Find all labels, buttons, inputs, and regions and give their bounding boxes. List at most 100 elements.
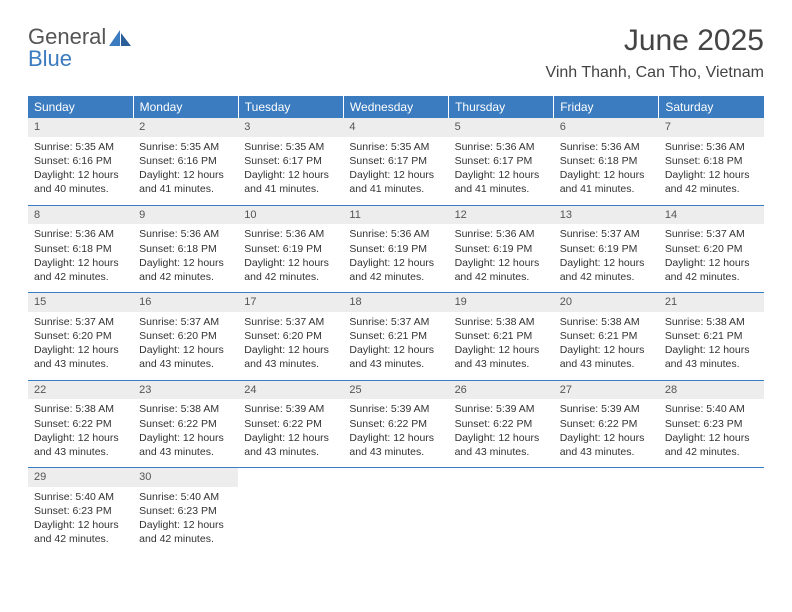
daylight-text: Daylight: 12 hours and 43 minutes. xyxy=(139,431,232,459)
day-number: 11 xyxy=(343,206,448,225)
day-content: Sunrise: 5:36 AMSunset: 6:19 PMDaylight:… xyxy=(343,224,448,292)
day-content: Sunrise: 5:38 AMSunset: 6:22 PMDaylight:… xyxy=(133,399,238,467)
calendar-row: 1Sunrise: 5:35 AMSunset: 6:16 PMDaylight… xyxy=(28,118,764,205)
day-content: Sunrise: 5:36 AMSunset: 6:18 PMDaylight:… xyxy=(133,224,238,292)
sunrise-text: Sunrise: 5:40 AM xyxy=(139,490,232,504)
daylight-text: Daylight: 12 hours and 43 minutes. xyxy=(34,431,127,459)
calendar-cell: 18Sunrise: 5:37 AMSunset: 6:21 PMDayligh… xyxy=(343,293,448,381)
daylight-text: Daylight: 12 hours and 41 minutes. xyxy=(244,168,337,196)
calendar-cell: 8 Sunrise: 5:36 AMSunset: 6:18 PMDaylight… xyxy=(28,205,133,293)
calendar-cell-empty: . xyxy=(659,468,764,555)
day-number: 3 xyxy=(238,118,343,137)
calendar-cell: 13Sunrise: 5:37 AMSunset: 6:19 PMDayligh… xyxy=(554,205,659,293)
sunset-text: Sunset: 6:20 PM xyxy=(139,329,232,343)
sunset-text: Sunset: 6:18 PM xyxy=(139,242,232,256)
day-content: Sunrise: 5:36 AMSunset: 6:18 PMDaylight:… xyxy=(659,137,764,205)
daylight-text: Daylight: 12 hours and 42 minutes. xyxy=(455,256,548,284)
daylight-text: Daylight: 12 hours and 43 minutes. xyxy=(560,343,653,371)
day-number: 25 xyxy=(343,381,448,400)
sunrise-text: Sunrise: 5:40 AM xyxy=(665,402,758,416)
daylight-text: Daylight: 12 hours and 42 minutes. xyxy=(34,256,127,284)
calendar-header-row: Sunday Monday Tuesday Wednesday Thursday… xyxy=(28,96,764,118)
sunrise-text: Sunrise: 5:36 AM xyxy=(455,140,548,154)
location-text: Vinh Thanh, Can Tho, Vietnam xyxy=(545,64,764,82)
day-number: 9 xyxy=(133,206,238,225)
day-content: Sunrise: 5:35 AMSunset: 6:17 PMDaylight:… xyxy=(238,137,343,205)
calendar-cell: 12Sunrise: 5:36 AMSunset: 6:19 PMDayligh… xyxy=(449,205,554,293)
sail-icon xyxy=(109,30,131,46)
daylight-text: Daylight: 12 hours and 41 minutes. xyxy=(139,168,232,196)
sunrise-text: Sunrise: 5:37 AM xyxy=(560,227,653,241)
sunrise-text: Sunrise: 5:38 AM xyxy=(34,402,127,416)
day-content: Sunrise: 5:36 AMSunset: 6:17 PMDaylight:… xyxy=(449,137,554,205)
daylight-text: Daylight: 12 hours and 40 minutes. xyxy=(34,168,127,196)
calendar-cell: 26Sunrise: 5:39 AMSunset: 6:22 PMDayligh… xyxy=(449,380,554,468)
daylight-text: Daylight: 12 hours and 43 minutes. xyxy=(560,431,653,459)
calendar-cell: 20Sunrise: 5:38 AMSunset: 6:21 PMDayligh… xyxy=(554,293,659,381)
sunset-text: Sunset: 6:17 PM xyxy=(349,154,442,168)
sunset-text: Sunset: 6:22 PM xyxy=(349,417,442,431)
sunset-text: Sunset: 6:18 PM xyxy=(34,242,127,256)
sunset-text: Sunset: 6:22 PM xyxy=(244,417,337,431)
day-content: Sunrise: 5:37 AMSunset: 6:20 PMDaylight:… xyxy=(133,312,238,380)
daylight-text: Daylight: 12 hours and 42 minutes. xyxy=(665,256,758,284)
sunrise-text: Sunrise: 5:38 AM xyxy=(139,402,232,416)
calendar-cell: 11Sunrise: 5:36 AMSunset: 6:19 PMDayligh… xyxy=(343,205,448,293)
day-content: Sunrise: 5:35 AMSunset: 6:16 PMDaylight:… xyxy=(133,137,238,205)
day-content: Sunrise: 5:39 AMSunset: 6:22 PMDaylight:… xyxy=(238,399,343,467)
sunrise-text: Sunrise: 5:38 AM xyxy=(455,315,548,329)
day-content: Sunrise: 5:37 AMSunset: 6:21 PMDaylight:… xyxy=(343,312,448,380)
sunset-text: Sunset: 6:23 PM xyxy=(665,417,758,431)
sunrise-text: Sunrise: 5:37 AM xyxy=(139,315,232,329)
sunrise-text: Sunrise: 5:38 AM xyxy=(665,315,758,329)
daylight-text: Daylight: 12 hours and 42 minutes. xyxy=(244,256,337,284)
day-content: Sunrise: 5:36 AMSunset: 6:19 PMDaylight:… xyxy=(238,224,343,292)
sunset-text: Sunset: 6:17 PM xyxy=(455,154,548,168)
calendar-row: 22Sunrise: 5:38 AMSunset: 6:22 PMDayligh… xyxy=(28,380,764,468)
sunset-text: Sunset: 6:18 PM xyxy=(560,154,653,168)
calendar-cell: 15Sunrise: 5:37 AMSunset: 6:20 PMDayligh… xyxy=(28,293,133,381)
day-content: Sunrise: 5:38 AMSunset: 6:21 PMDaylight:… xyxy=(554,312,659,380)
sunset-text: Sunset: 6:16 PM xyxy=(34,154,127,168)
calendar-row: 15Sunrise: 5:37 AMSunset: 6:20 PMDayligh… xyxy=(28,293,764,381)
day-content: Sunrise: 5:40 AMSunset: 6:23 PMDaylight:… xyxy=(133,487,238,555)
day-content: Sunrise: 5:36 AMSunset: 6:19 PMDaylight:… xyxy=(449,224,554,292)
calendar-cell: 9Sunrise: 5:36 AMSunset: 6:18 PMDaylight… xyxy=(133,205,238,293)
calendar-cell-empty: . xyxy=(554,468,659,555)
daylight-text: Daylight: 12 hours and 43 minutes. xyxy=(349,431,442,459)
sunset-text: Sunset: 6:18 PM xyxy=(665,154,758,168)
daylight-text: Daylight: 12 hours and 43 minutes. xyxy=(244,431,337,459)
sunrise-text: Sunrise: 5:37 AM xyxy=(349,315,442,329)
day-number: 8 xyxy=(28,206,133,225)
title-block: June 2025 Vinh Thanh, Can Tho, Vietnam xyxy=(545,24,764,82)
sunrise-text: Sunrise: 5:35 AM xyxy=(139,140,232,154)
calendar-body: 1Sunrise: 5:35 AMSunset: 6:16 PMDaylight… xyxy=(28,118,764,555)
sunset-text: Sunset: 6:22 PM xyxy=(455,417,548,431)
daylight-text: Daylight: 12 hours and 41 minutes. xyxy=(560,168,653,196)
calendar-cell-empty: . xyxy=(449,468,554,555)
calendar-cell: 22Sunrise: 5:38 AMSunset: 6:22 PMDayligh… xyxy=(28,380,133,468)
sunset-text: Sunset: 6:19 PM xyxy=(455,242,548,256)
calendar-cell: 27Sunrise: 5:39 AMSunset: 6:22 PMDayligh… xyxy=(554,380,659,468)
daylight-text: Daylight: 12 hours and 43 minutes. xyxy=(244,343,337,371)
sunrise-text: Sunrise: 5:40 AM xyxy=(34,490,127,504)
weekday-header: Tuesday xyxy=(238,96,343,118)
sunset-text: Sunset: 6:22 PM xyxy=(560,417,653,431)
sunset-text: Sunset: 6:16 PM xyxy=(139,154,232,168)
sunrise-text: Sunrise: 5:35 AM xyxy=(349,140,442,154)
month-title: June 2025 xyxy=(545,24,764,58)
day-number: 10 xyxy=(238,206,343,225)
calendar-cell: 7Sunrise: 5:36 AMSunset: 6:18 PMDaylight… xyxy=(659,118,764,205)
sunset-text: Sunset: 6:20 PM xyxy=(34,329,127,343)
sunset-text: Sunset: 6:21 PM xyxy=(665,329,758,343)
daylight-text: Daylight: 12 hours and 42 minutes. xyxy=(139,256,232,284)
day-content: Sunrise: 5:39 AMSunset: 6:22 PMDaylight:… xyxy=(554,399,659,467)
day-content: Sunrise: 5:40 AMSunset: 6:23 PMDaylight:… xyxy=(28,487,133,555)
sunrise-text: Sunrise: 5:36 AM xyxy=(34,227,127,241)
day-number: 14 xyxy=(659,206,764,225)
sunrise-text: Sunrise: 5:37 AM xyxy=(665,227,758,241)
calendar-row: 29Sunrise: 5:40 AMSunset: 6:23 PMDayligh… xyxy=(28,468,764,555)
sunset-text: Sunset: 6:21 PM xyxy=(560,329,653,343)
calendar-cell: 1Sunrise: 5:35 AMSunset: 6:16 PMDaylight… xyxy=(28,118,133,205)
sunrise-text: Sunrise: 5:39 AM xyxy=(455,402,548,416)
